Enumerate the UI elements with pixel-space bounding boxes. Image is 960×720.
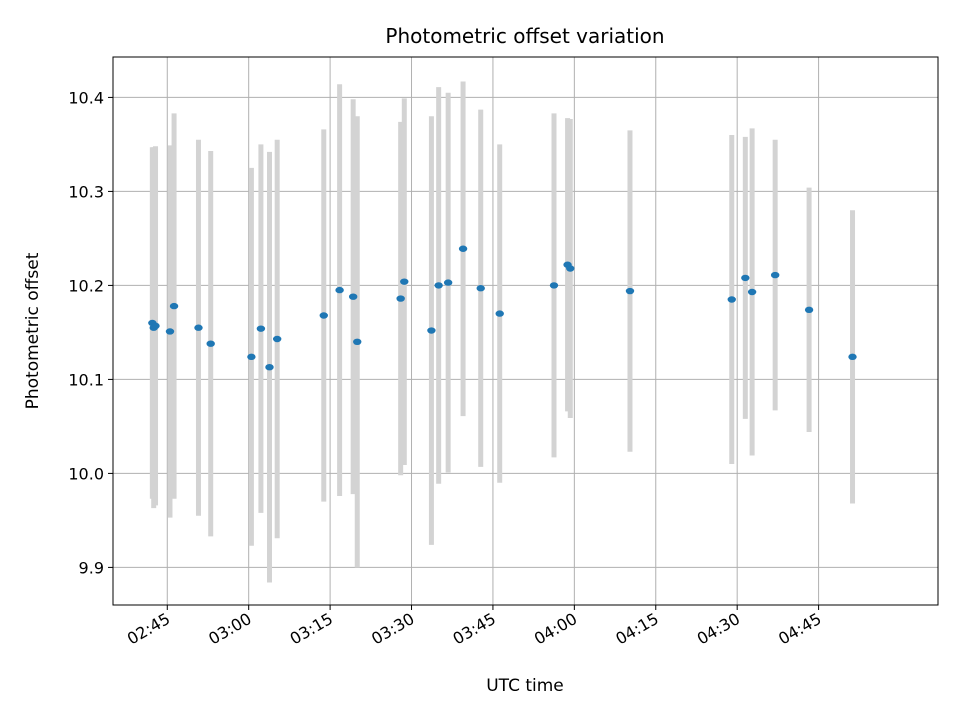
data-point <box>770 271 780 279</box>
data-point <box>165 328 175 335</box>
data-point <box>727 296 736 303</box>
data-point <box>256 325 266 332</box>
y-tick: 10.4 <box>68 88 113 107</box>
data-point <box>272 335 282 343</box>
data-point <box>747 288 757 296</box>
y-tick-label: 10.1 <box>68 370 104 389</box>
y-tick: 10.0 <box>68 464 113 483</box>
data-point <box>206 340 215 347</box>
y-tick-label: 10.2 <box>68 276 104 295</box>
data-point <box>247 353 256 361</box>
data-point <box>194 324 203 331</box>
x-axis-label: UTC time <box>486 676 564 696</box>
data-point <box>348 293 358 300</box>
data-point <box>495 310 504 317</box>
y-tick: 10.2 <box>68 276 113 295</box>
data-point <box>566 265 575 272</box>
data-point <box>353 338 362 346</box>
chart-title: Photometric offset variation <box>385 24 664 48</box>
data-points <box>148 245 857 371</box>
data-point <box>434 282 443 289</box>
y-tick-label: 9.9 <box>79 558 104 577</box>
y-tick: 10.1 <box>68 370 113 389</box>
data-point <box>741 274 750 282</box>
y-tick-label: 10.3 <box>68 182 104 201</box>
data-point <box>400 278 409 285</box>
y-tick: 10.3 <box>68 182 113 201</box>
data-point <box>458 245 468 252</box>
data-point <box>427 327 436 334</box>
data-point <box>848 353 857 361</box>
data-point <box>804 306 814 314</box>
data-point <box>265 363 274 371</box>
data-point <box>169 302 179 310</box>
y-axis-label: Photometric offset <box>23 252 43 409</box>
data-point <box>396 295 405 302</box>
data-point <box>443 279 453 286</box>
data-point <box>151 322 160 330</box>
data-point <box>549 282 559 289</box>
data-point <box>625 287 635 295</box>
data-point <box>335 286 344 294</box>
y-tick-label: 10.0 <box>68 464 104 483</box>
grid <box>113 57 938 605</box>
y-tick-label: 10.4 <box>68 88 104 107</box>
data-point <box>319 312 328 319</box>
y-tick: 9.9 <box>79 558 113 577</box>
plot-frame <box>112 56 939 606</box>
data-point <box>476 285 485 292</box>
y-axis: 9.9 10.0 10.1 10.2 10.3 10.4 <box>68 88 113 577</box>
